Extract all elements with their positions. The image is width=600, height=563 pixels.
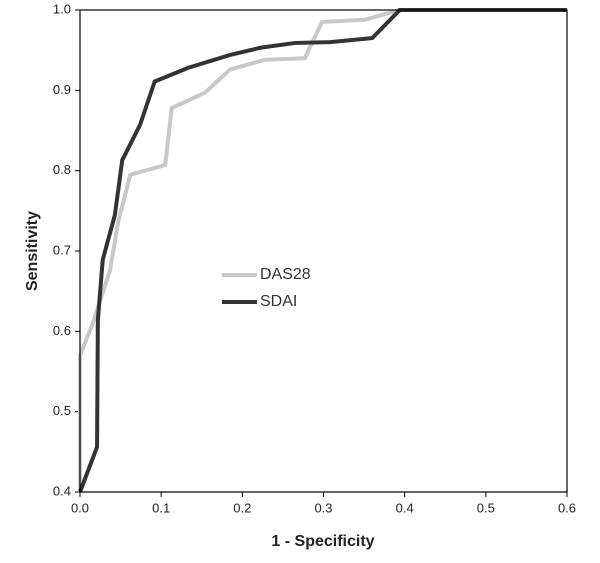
x-tick-label: 0.2 xyxy=(233,500,251,515)
x-tick-label: 0.5 xyxy=(477,500,495,515)
line-series xyxy=(78,8,567,493)
y-tick-label: 0.7 xyxy=(53,242,71,257)
x-tick-label: 0.6 xyxy=(558,500,576,515)
y-tick-label: 0.5 xyxy=(53,403,71,418)
legend-label: DAS28 xyxy=(260,266,311,283)
legend-label: SDAI xyxy=(260,293,297,310)
y-tick-label: 0.9 xyxy=(53,82,71,97)
x-tick-label: 0.4 xyxy=(396,500,414,515)
x-tick-label: 0.3 xyxy=(314,500,332,515)
y-tick-label: 0.4 xyxy=(53,483,71,498)
y-axis-title: Sensitivity xyxy=(24,211,41,291)
x-tick-label: 0.0 xyxy=(71,500,89,515)
y-tick-label: 1.0 xyxy=(53,1,71,16)
y-tick-label: 0.8 xyxy=(53,162,71,177)
plot-frame xyxy=(79,9,568,493)
x-axis-title: 1 - Specificity xyxy=(271,533,374,550)
x-tick-label: 0.1 xyxy=(152,500,170,515)
y-tick-label: 0.6 xyxy=(53,323,71,338)
